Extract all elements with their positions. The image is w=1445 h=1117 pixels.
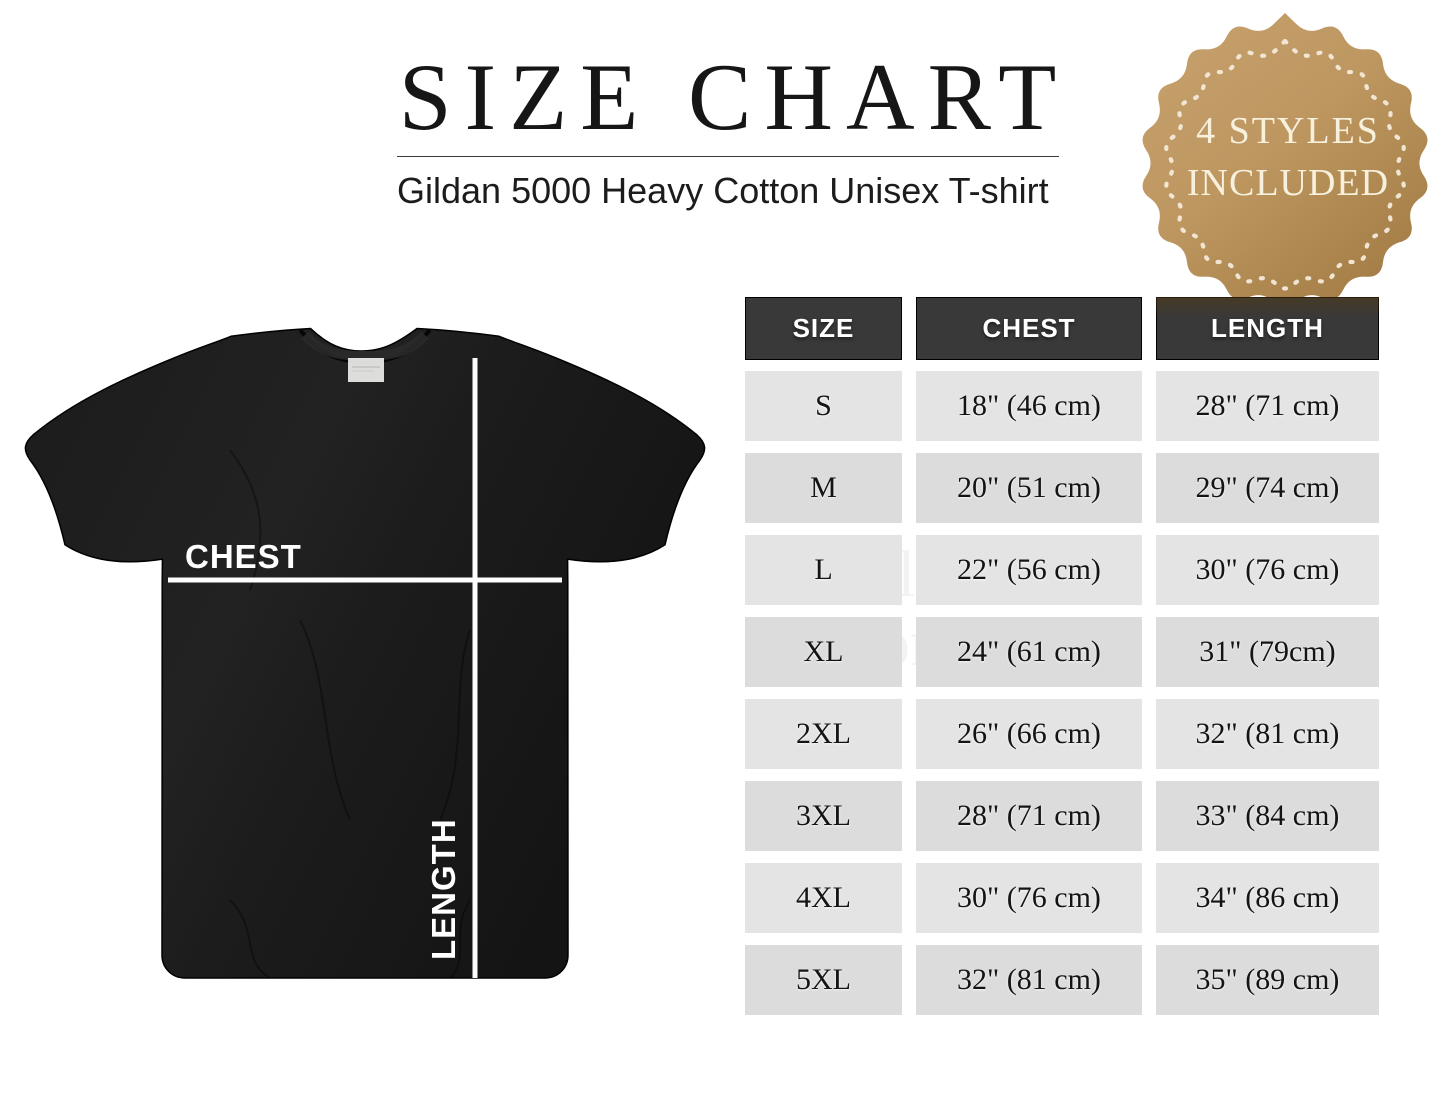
svg-text:LENGTH: LENGTH xyxy=(425,818,462,960)
svg-text:4 STYLES: 4 STYLES xyxy=(1196,110,1380,152)
svg-text:INCLUDED: INCLUDED xyxy=(1187,162,1389,204)
svg-text:CHEST: CHEST xyxy=(185,538,302,575)
